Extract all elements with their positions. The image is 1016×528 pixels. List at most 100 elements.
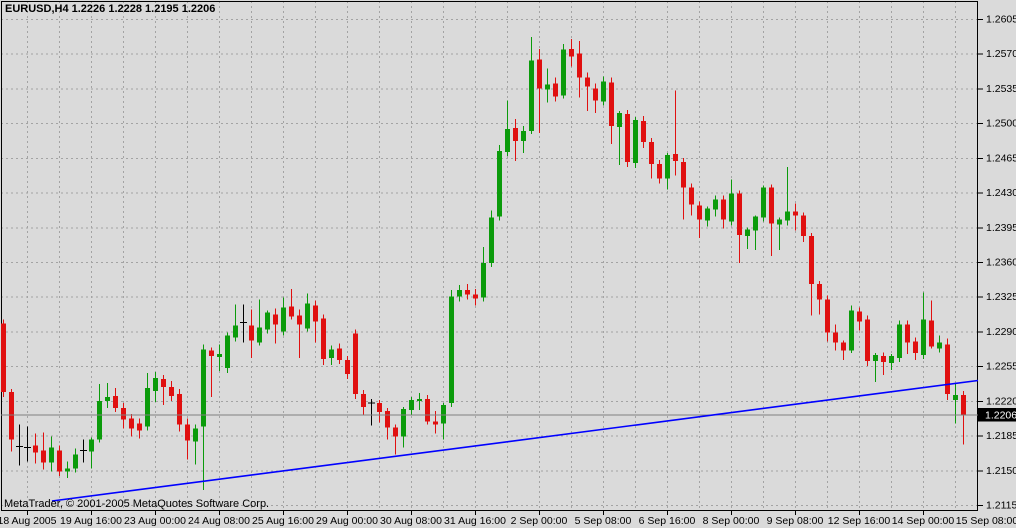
candle-body [761, 187, 766, 218]
candle-body [913, 341, 918, 354]
candle-body [225, 335, 230, 369]
candle-body [537, 59, 542, 89]
price-axis-label: 1.2430 [986, 187, 1016, 199]
candle-body [505, 129, 510, 152]
candle-body [801, 215, 806, 237]
candle-body [41, 450, 46, 463]
candle-body [897, 324, 902, 359]
candle-body [945, 344, 950, 394]
candle-body [377, 402, 382, 412]
candle-body [281, 307, 286, 332]
candle-body [489, 217, 494, 263]
time-axis-label: 5 Sep 08:00 [575, 515, 632, 527]
time-axis-label: 31 Aug 16:00 [444, 515, 506, 527]
candle-body [177, 393, 182, 425]
candle-body [657, 163, 662, 179]
candle-body [689, 187, 694, 205]
price-axis-label: 1.2115 [986, 500, 1016, 512]
candle-body [777, 219, 782, 225]
current-price-badge-box [978, 408, 1016, 422]
time-axis-label: 8 Sep 00:00 [703, 515, 760, 527]
current-price-value: 1.2206 [985, 410, 1016, 422]
candle-body [97, 400, 102, 440]
candle-body [249, 325, 254, 341]
candle-body [561, 49, 566, 96]
candle-body [553, 83, 558, 97]
candle-body [905, 324, 910, 343]
time-axis-label: 25 Aug 16:00 [252, 515, 314, 527]
candle-body [337, 348, 342, 361]
candle-body [289, 306, 294, 317]
candle-body [809, 236, 814, 284]
candle-body [233, 325, 238, 338]
candle-body [185, 424, 190, 441]
candle-body [217, 354, 222, 358]
candle-body [881, 356, 886, 363]
candle-body [833, 332, 838, 343]
trendline[interactable] [51, 379, 979, 502]
candle-body [497, 150, 502, 217]
price-axis-label: 1.2535 [986, 83, 1016, 95]
candle-body [49, 447, 54, 463]
time-axis-label: 18 Aug 2005 [0, 515, 57, 527]
candle-body [825, 299, 830, 333]
time-axis-label: 15 Sep 08:00 [956, 515, 1016, 527]
candle-body [361, 393, 366, 407]
candle-body [937, 342, 942, 349]
candle-body [465, 289, 470, 295]
watermark-copyright: MetaTrader, © 2001-2005 MetaQuotes Softw… [4, 498, 269, 510]
candle-body [473, 294, 478, 299]
candle-body [73, 454, 78, 469]
candle-body [313, 305, 318, 322]
time-axis-label: 2 Sep 00:00 [511, 515, 568, 527]
candle-body [385, 410, 390, 428]
price-axis-label: 1.2570 [986, 48, 1016, 60]
candle-body [457, 289, 462, 297]
candle-body [1, 323, 6, 392]
time-axis-label: 19 Aug 16:00 [60, 515, 122, 527]
time-axis-label: 12 Sep 16:00 [828, 515, 891, 527]
candle-body [713, 199, 718, 210]
candles [1, 36, 966, 491]
candle-body [873, 355, 878, 362]
price-axis-label: 1.2220 [986, 395, 1016, 407]
candle-body [793, 211, 798, 216]
candle-body [65, 468, 70, 472]
candle-body [545, 84, 550, 90]
candle-body [585, 77, 590, 87]
price-axis-label: 1.2605 [986, 14, 1016, 26]
candle-body [345, 360, 350, 375]
candle-body [425, 398, 430, 422]
time-axis[interactable]: 18 Aug 2005 19 Aug 16:00 23 Aug 00:00 24 Au… [0, 511, 1016, 527]
candle-body [449, 296, 454, 403]
price-axis-label: 1.2465 [986, 152, 1016, 164]
candle-body [33, 445, 38, 453]
price-axis-label: 1.2360 [986, 257, 1016, 269]
candle-body [785, 211, 790, 221]
candle-body [273, 314, 278, 325]
candle-body [417, 398, 422, 401]
candle-body [193, 428, 198, 442]
chart-title: EURUSD,H4 1.2226 1.2228 1.2195 1.2206 [5, 3, 215, 15]
time-axis-label: 9 Sep 08:00 [767, 515, 824, 527]
candle-body [257, 327, 262, 343]
candle-body [321, 318, 326, 360]
price-axis-label: 1.2325 [986, 291, 1016, 303]
price-axis[interactable]: 1.2605 1.2570 1.2535 1.2500 1.2465 1.2430 1.23… [978, 14, 1016, 512]
price-axis-label: 1.2290 [986, 326, 1016, 338]
candle-body [353, 333, 358, 394]
candle-body [921, 319, 926, 356]
candle-body [865, 319, 870, 362]
candle-body [161, 379, 166, 387]
candle-body [297, 315, 302, 325]
candle-body [625, 114, 630, 162]
candle-body [929, 320, 934, 347]
price-axis-label: 1.2185 [986, 430, 1016, 442]
candle-body [857, 311, 862, 322]
time-axis-label: 14 Sep 00:00 [892, 515, 955, 527]
candle-body [889, 356, 894, 364]
candle-body [441, 404, 446, 424]
